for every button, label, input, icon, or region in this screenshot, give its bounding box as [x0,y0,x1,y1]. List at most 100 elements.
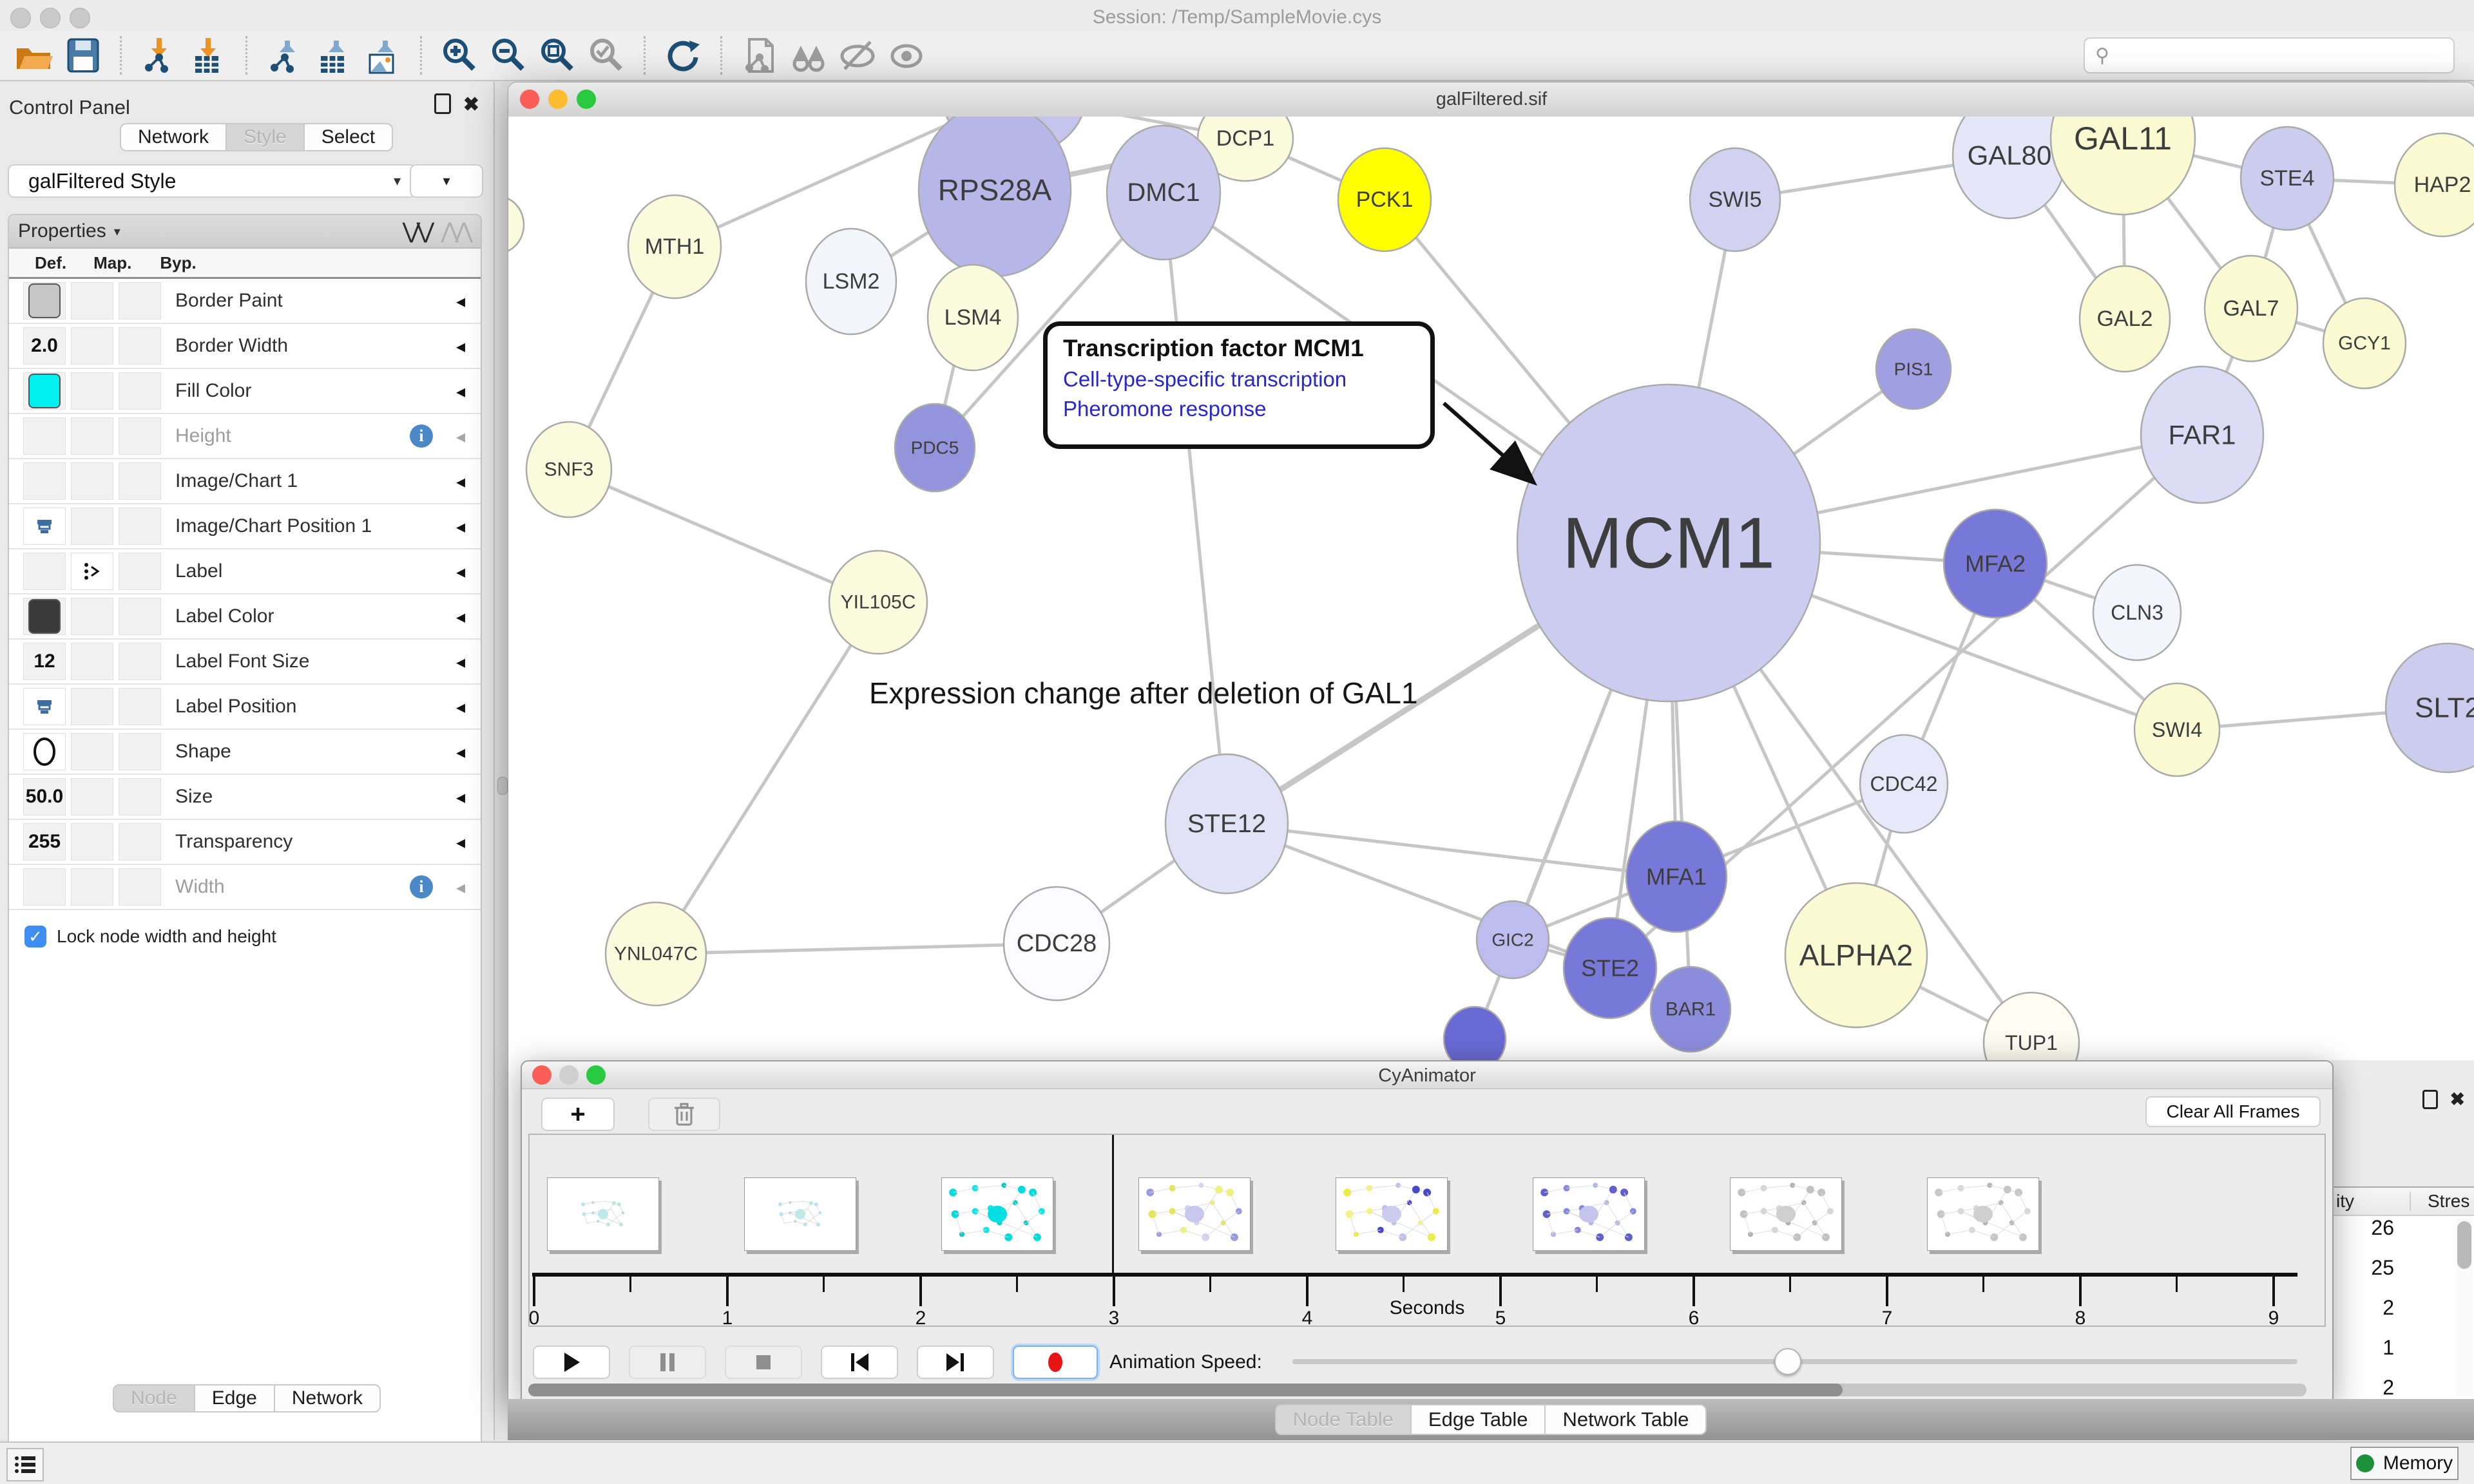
bypass-cell[interactable] [119,643,161,680]
frame-thumbnail-7[interactable] [1927,1177,2039,1251]
zoom-selected-icon[interactable] [586,35,626,75]
export-network-icon[interactable] [265,35,305,75]
results-scrollbar[interactable] [2456,1219,2473,1396]
zoom-fit-icon[interactable] [537,35,577,75]
property-row-fill-color[interactable]: Fill Color ◂ [9,369,481,414]
tab-network[interactable]: Network [120,123,226,151]
bypass-cell[interactable] [119,553,161,590]
node-BAR1[interactable] [1649,966,1732,1053]
expand-row-icon[interactable]: ◂ [455,786,465,807]
style-selector[interactable]: galFiltered Style ▾ [8,164,416,198]
mapping-cell[interactable] [71,372,113,410]
collapse-all-icon[interactable]: ⋀⋀ [441,219,473,243]
mapping-cell[interactable] [71,553,113,590]
bypass-cell[interactable] [119,372,161,410]
refresh-layout-icon[interactable] [663,35,703,75]
tab-node[interactable]: Node [113,1384,194,1413]
info-icon[interactable]: i [410,875,433,899]
close-panel-icon[interactable]: ✖ [463,94,479,115]
import-table-icon[interactable] [188,35,228,75]
default-value-cell[interactable]: 2.0 [23,327,66,365]
node-GAL2[interactable] [2078,265,2171,373]
stop-button[interactable] [725,1346,802,1379]
show-all-icon[interactable] [887,35,926,75]
annotation-link[interactable]: Pheromone response [1063,397,1267,421]
network-window-titlebar[interactable]: galFiltered.sif [508,82,2474,117]
node-GIC2[interactable] [1475,900,1550,980]
lock-node-size-checkbox[interactable]: ✓ [24,926,46,947]
expand-row-icon[interactable]: ◂ [455,336,465,356]
property-row-border-paint[interactable]: Border Paint ◂ [9,279,481,324]
node-STE12[interactable] [1164,753,1289,895]
node-PDC5[interactable] [894,403,976,493]
tab-network[interactable]: Network [273,1384,381,1413]
mapping-cell[interactable] [71,417,113,455]
play-button[interactable] [533,1346,610,1379]
info-icon[interactable]: i [410,424,433,448]
close-panel-icon[interactable]: ✖ [2450,1089,2465,1109]
default-value-cell[interactable] [23,598,66,635]
tab-style[interactable]: Style [225,123,303,151]
node-SLT2[interactable] [2384,642,2474,774]
property-row-border-width[interactable]: 2.0 Border Width ◂ [9,324,481,369]
node-MFA2[interactable] [1942,508,2048,619]
default-value-cell[interactable] [23,417,66,455]
bypass-cell[interactable] [119,868,161,906]
delete-frame-button[interactable] [648,1098,720,1131]
window-zoom-icon[interactable] [586,1065,606,1085]
results-table-header[interactable]: ity Stres [2332,1188,2474,1216]
tab-node-table[interactable]: Node Table [1274,1404,1410,1435]
hide-selected-icon[interactable] [838,35,877,75]
copy-document-icon[interactable] [740,35,780,75]
app-close-icon[interactable] [10,8,31,28]
window-zoom-icon[interactable] [577,90,596,109]
default-value-cell[interactable] [23,372,66,410]
mapping-cell[interactable] [71,327,113,365]
bypass-cell[interactable] [119,733,161,770]
app-zoom-icon[interactable] [70,8,90,28]
results-cell[interactable]: 1 [2383,1336,2394,1359]
bypass-cell[interactable] [119,778,161,815]
default-value-cell[interactable]: 255 [23,823,66,861]
node-MTH1[interactable] [627,194,722,300]
timeline-horizontal-scrollbar[interactable] [528,1384,2306,1396]
export-image-icon[interactable] [363,35,403,75]
timeline-playhead[interactable] [1112,1135,1114,1277]
property-row-image-chart-1[interactable]: Image/Chart 1 ◂ [9,459,481,504]
frame-thumbnail-0[interactable] [547,1177,659,1251]
expand-row-icon[interactable]: ◂ [455,561,465,582]
expand-row-icon[interactable]: ◂ [455,290,465,311]
property-row-transparency[interactable]: 255 Transparency ◂ [9,820,481,865]
timeline[interactable]: 0 1 2 3 4 5 6 7 8 9 Seconds [528,1134,2326,1327]
bypass-cell[interactable] [119,688,161,725]
properties-header[interactable]: Properties ▾ ⋁⋁ ⋀⋀ [9,215,481,249]
node-CDC28[interactable] [1002,886,1111,1002]
cyanimator-titlebar[interactable]: CyAnimator [522,1061,2332,1089]
mapping-cell[interactable] [71,462,113,500]
results-cell[interactable]: 25 [2371,1256,2394,1279]
edge-STE12-MFA1[interactable] [1226,822,1677,879]
frame-thumbnail-6[interactable] [1730,1177,1842,1251]
annotation-link[interactable]: Cell-type-specific transcription [1063,367,1347,391]
first-neighbors-icon[interactable] [789,35,829,75]
default-value-cell[interactable] [23,508,66,545]
mapping-cell[interactable] [71,868,113,906]
style-options-button[interactable]: ▾ [410,164,483,198]
node-HAP2[interactable] [2393,132,2474,238]
mapping-cell[interactable] [71,598,113,635]
property-row-shape[interactable]: Shape ◂ [9,730,481,775]
mapping-cell[interactable] [71,282,113,319]
results-cell[interactable]: 26 [2371,1216,2394,1239]
property-row-height[interactable]: Height i ◂ [9,414,481,459]
node-PCK1[interactable] [1337,147,1432,252]
clear-all-frames-button[interactable]: Clear All Frames [2145,1096,2321,1127]
node-SNF3[interactable] [525,421,613,518]
node-YIL105C[interactable] [828,549,928,655]
node-STE4[interactable] [2239,126,2335,231]
expand-row-icon[interactable]: ◂ [455,877,465,897]
node-GCY1[interactable] [2322,297,2407,390]
window-minimize-icon[interactable] [548,90,568,109]
app-minimize-icon[interactable] [40,8,61,28]
node-ALPHA2[interactable] [1784,882,1928,1029]
expand-row-icon[interactable]: ◂ [455,651,465,672]
